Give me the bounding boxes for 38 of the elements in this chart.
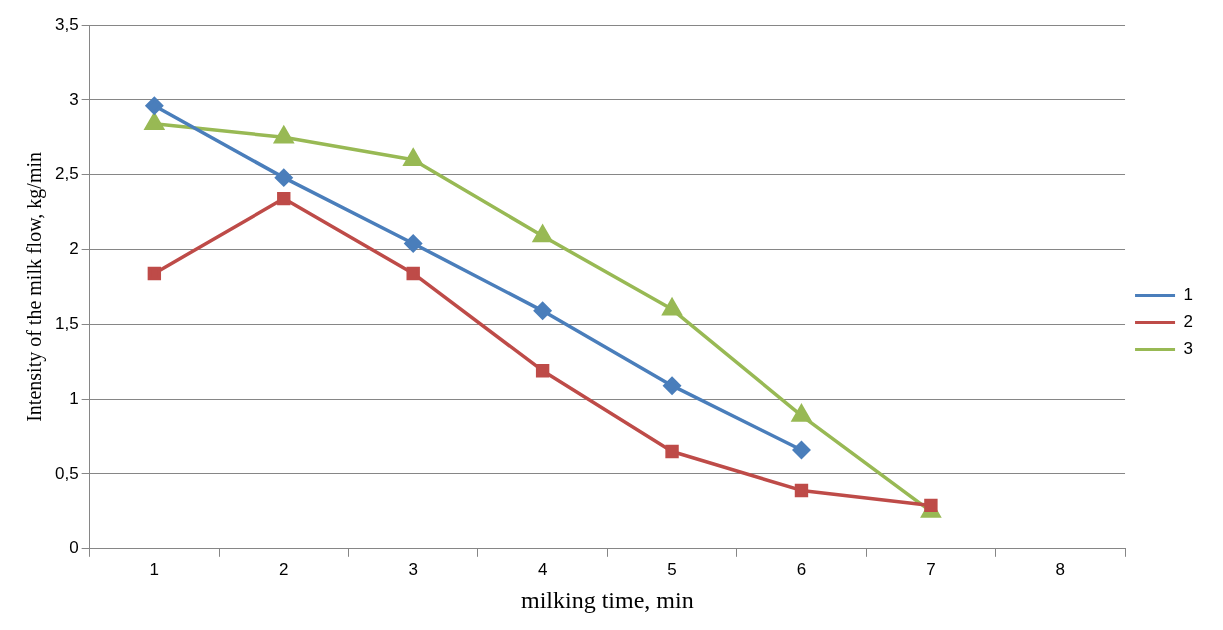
x-tick-label: 1 — [149, 559, 160, 579]
x-tick-label: 8 — [1055, 559, 1066, 579]
point — [663, 376, 681, 395]
point — [145, 97, 164, 115]
x-axis-title: milking time, min — [521, 586, 694, 613]
point — [406, 266, 420, 281]
point — [144, 113, 164, 131]
point — [147, 266, 162, 281]
x-tick-label: 4 — [537, 559, 548, 579]
point — [403, 148, 423, 166]
x-tick-label: 6 — [796, 559, 807, 579]
x-tick-label: 7 — [926, 559, 936, 579]
y-tick-label: 2,5 — [54, 164, 79, 184]
y-tick-label: 3,5 — [54, 14, 79, 34]
y-tick-label: 1,5 — [54, 314, 79, 333]
y-tick-label: 1 — [69, 388, 79, 408]
point — [274, 126, 294, 144]
point — [535, 364, 550, 378]
x-tick-label: 2 — [279, 559, 289, 579]
point — [665, 444, 679, 459]
point — [533, 225, 553, 243]
y-tick-label: 0 — [69, 538, 79, 558]
point — [924, 498, 938, 513]
point — [792, 441, 811, 459]
x-tick-label: 3 — [408, 559, 418, 579]
legend-label: 1 — [1183, 285, 1194, 305]
y-tick-label: 2 — [69, 239, 79, 259]
point — [533, 302, 552, 320]
point — [275, 168, 293, 187]
legend-label: 3 — [1183, 339, 1194, 359]
y-tick-label: 3 — [69, 89, 79, 109]
point — [404, 234, 422, 253]
x-tick-label: 5 — [667, 559, 677, 579]
legend-label: 2 — [1183, 312, 1194, 332]
point — [794, 483, 809, 498]
point — [277, 191, 291, 206]
y-axis-title: Intensity of the milk flow, kg/min — [23, 152, 47, 422]
y-tick-label: 0,5 — [54, 463, 79, 483]
